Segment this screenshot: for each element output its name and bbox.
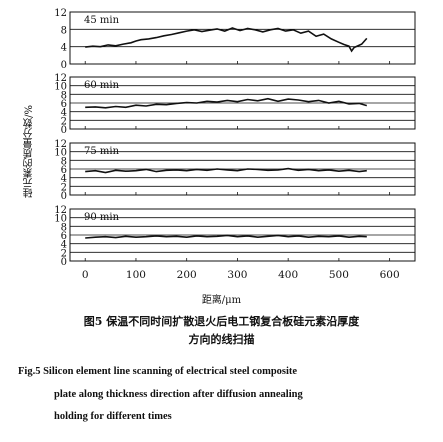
y-tick-label: 2 xyxy=(61,116,67,127)
caption-en-line1: Fig.5 Silicon element line scanning of e… xyxy=(18,366,298,377)
caption-en-line2: plate along thickness direction after di… xyxy=(54,389,303,400)
y-tick-label: 0 xyxy=(61,60,67,71)
y-tick-label: 12 xyxy=(54,8,67,19)
panel-title: 60 min xyxy=(84,80,120,91)
y-tick-label: 12 xyxy=(54,205,67,216)
x-tick-label: 600 xyxy=(380,269,400,281)
y-tick-label: 8 xyxy=(61,90,67,101)
y-tick-label: 8 xyxy=(61,156,67,167)
y-tick-label: 4 xyxy=(61,174,67,185)
y-tick-label: 10 xyxy=(54,82,67,93)
scan-line xyxy=(85,167,367,174)
y-tick-label: 10 xyxy=(54,214,67,225)
y-tick-label: 12 xyxy=(54,73,67,84)
caption-cn-line2: 方向的线扫描 xyxy=(188,333,255,346)
y-tick-label: 0 xyxy=(61,257,67,268)
y-tick-label: 2 xyxy=(61,248,67,259)
y-tick-label: 4 xyxy=(61,43,67,54)
x-axis-label: 距离/μm xyxy=(201,295,242,306)
y-axis-label: 硅元素的质量分数/% xyxy=(24,105,35,198)
y-tick-label: 6 xyxy=(61,231,67,242)
panel-title: 90 min xyxy=(84,212,120,223)
scan-line xyxy=(85,234,367,239)
x-tick-label: 300 xyxy=(227,269,247,281)
y-tick-label: 6 xyxy=(61,165,67,176)
x-tick-label: 100 xyxy=(126,269,146,281)
caption-en-line3: holding for different times xyxy=(54,411,172,422)
y-tick-label: 0 xyxy=(61,191,67,202)
panel-title: 45 min xyxy=(84,15,120,26)
caption-cn-line1: 图5 保温不同时间扩散退火后电工钢复合板硅元素沿厚度 xyxy=(83,315,360,328)
y-tick-label: 4 xyxy=(61,108,67,119)
x-tick-label: 0 xyxy=(82,269,89,281)
y-tick-label: 4 xyxy=(61,240,67,251)
y-tick-label: 12 xyxy=(54,139,67,150)
y-tick-label: 8 xyxy=(61,222,67,233)
x-tick-label: 500 xyxy=(329,269,349,281)
scan-line xyxy=(85,97,368,109)
y-tick-label: 6 xyxy=(61,99,67,110)
panel-frame xyxy=(69,11,416,65)
y-tick-label: 10 xyxy=(54,148,67,159)
y-tick-label: 8 xyxy=(61,25,67,36)
y-tick-label: 0 xyxy=(61,125,67,136)
scan-line xyxy=(85,27,368,53)
panel-title: 75 min xyxy=(84,146,120,157)
y-tick-label: 2 xyxy=(61,182,67,193)
x-tick-label: 200 xyxy=(177,269,197,281)
x-tick-label: 400 xyxy=(278,269,298,281)
